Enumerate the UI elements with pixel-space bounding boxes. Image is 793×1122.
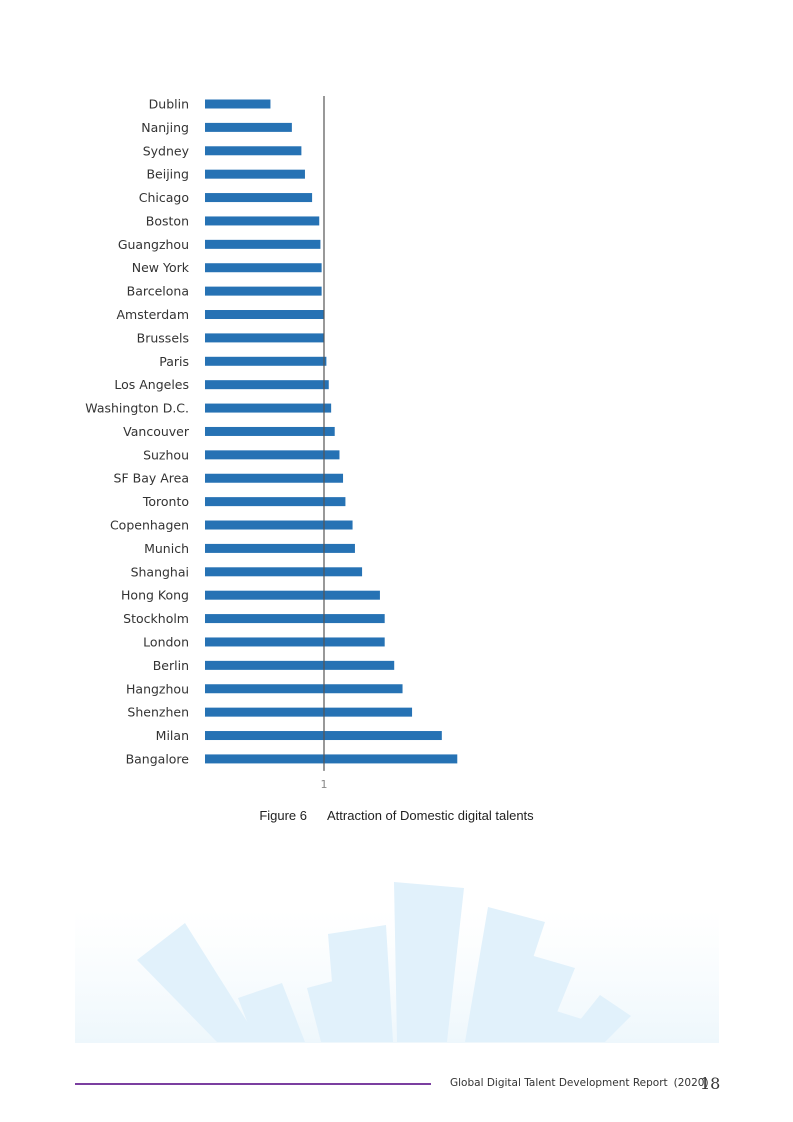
category-label: Munich (144, 541, 189, 556)
bar-guangzhou (205, 239, 321, 249)
bar-paris (205, 356, 327, 366)
category-label: Brussels (137, 330, 189, 345)
category-label: Los Angeles (114, 377, 189, 392)
x-tick-label: 1 (321, 778, 328, 791)
category-label: Washington D.C. (85, 401, 189, 416)
bar-sydney (205, 146, 302, 156)
bar-barcelona (205, 286, 322, 296)
category-label: Berlin (153, 658, 189, 673)
bar-vancouver (205, 426, 335, 436)
category-label: Amsterdam (116, 307, 189, 322)
report-year: (2020) (673, 1077, 709, 1089)
bar-los-angeles (205, 380, 329, 390)
category-label: Hangzhou (126, 681, 189, 696)
bar-amsterdam (205, 310, 324, 320)
bar-beijing (205, 169, 305, 179)
bar-stockholm (205, 614, 385, 624)
category-label: Dublin (149, 97, 189, 112)
figure-title: Attraction of Domestic digital talents (327, 808, 534, 823)
bar-berlin (205, 660, 395, 670)
bar-suzhou (205, 450, 340, 460)
category-label: Sydney (143, 143, 190, 158)
bar-new-york (205, 263, 322, 273)
decorative-skyline-graphic (75, 882, 719, 1043)
category-label: London (143, 634, 189, 649)
category-label: Shenzhen (127, 705, 189, 720)
bar-washington-d-c (205, 403, 332, 413)
bar-chart: Dublin Nanjing Sydney Beijing Chicago Boston G… (85, 96, 458, 791)
report-title-text: Global Digital Talent Development Report (450, 1077, 668, 1089)
page-number: 18 (700, 1074, 721, 1093)
category-label: Toronto (142, 494, 189, 509)
category-label: Shanghai (131, 564, 189, 579)
bar-london (205, 637, 385, 647)
category-label: Hong Kong (121, 588, 189, 603)
bar-shanghai (205, 567, 363, 577)
bar-chicago (205, 193, 313, 203)
category-label: Barcelona (127, 284, 189, 299)
category-label: Guangzhou (118, 237, 189, 252)
bar-hangzhou (205, 684, 403, 694)
bar-munich (205, 543, 355, 553)
figure-number: Figure 6 (259, 808, 308, 823)
category-label: Vancouver (123, 424, 190, 439)
category-label: Stockholm (123, 611, 189, 626)
category-label: Suzhou (143, 447, 189, 462)
footer-divider (75, 1083, 431, 1085)
bar-nanjing (205, 122, 292, 132)
category-label: Boston (146, 213, 189, 228)
bar-brussels (205, 333, 324, 343)
bar-sf-bay-area (205, 473, 344, 483)
figure-caption: Figure 6 Attraction of Domestic digital t… (0, 808, 793, 823)
category-label: Paris (159, 354, 189, 369)
category-label: Beijing (146, 167, 189, 182)
bar-boston (205, 216, 320, 226)
category-label: Bangalore (126, 751, 190, 766)
category-label: Copenhagen (110, 518, 189, 533)
footer-report-title: Global Digital Talent Development Report… (450, 1077, 709, 1089)
bar-copenhagen (205, 520, 353, 530)
category-label: New York (132, 260, 190, 275)
bar-hong-kong (205, 590, 380, 600)
bar-toronto (205, 497, 346, 507)
bar-bangalore (205, 754, 458, 764)
category-label: Milan (156, 728, 189, 743)
category-label: Nanjing (141, 120, 189, 135)
category-label: SF Bay Area (114, 471, 189, 486)
bar-dublin (205, 99, 271, 109)
category-label: Chicago (139, 190, 189, 205)
bar-shenzhen (205, 707, 413, 717)
